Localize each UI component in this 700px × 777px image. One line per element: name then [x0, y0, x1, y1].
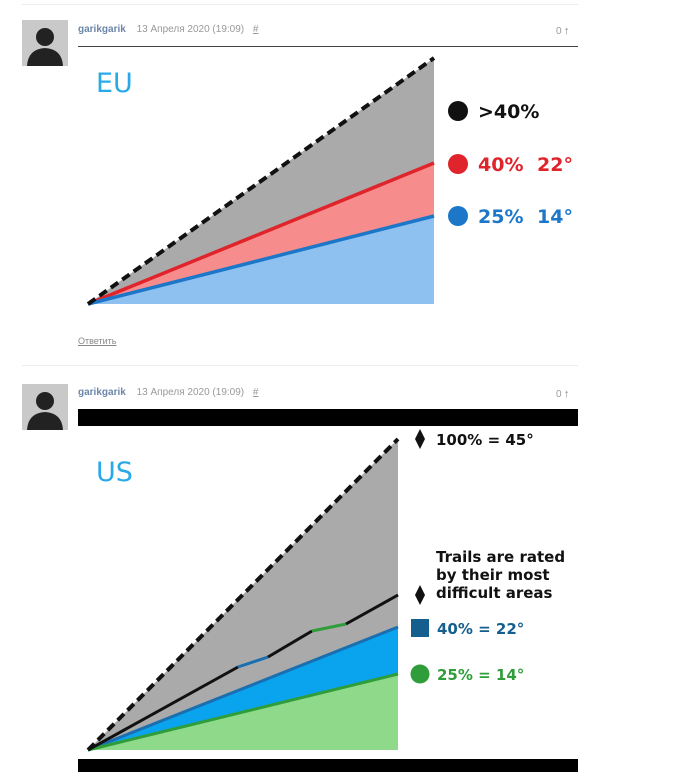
user-silhouette-icon [22, 384, 68, 430]
trail-line-segment [267, 629, 313, 659]
legend-label-blue-angle: 14° [537, 206, 573, 228]
avatar[interactable] [22, 384, 68, 430]
legend-label-blue-percent: 25% [478, 206, 523, 228]
legend-dot-red [448, 154, 468, 174]
legend-label-blue: 40% = 22° [437, 620, 524, 638]
vote-area: 0 🠕 [556, 387, 568, 403]
green-line [87, 672, 399, 752]
top-black-bar [78, 409, 578, 426]
chart-title: EU [96, 68, 133, 99]
legend-label-red-percent: 40% [478, 154, 523, 176]
arrow-up-icon[interactable]: 🠕 [564, 26, 569, 36]
permalink[interactable]: # [252, 387, 259, 398]
diamond-icon [415, 429, 425, 449]
eu-slope-diagram: EU >40% 40% 22° 25% 14° [78, 48, 578, 318]
avatar[interactable] [22, 20, 68, 66]
red-line [87, 161, 435, 306]
comment-image: US 100% = 45° Trails are rated by their … [78, 409, 578, 777]
comment-image: EU >40% 40% 22° 25% 14° [78, 48, 578, 323]
author-link[interactable]: garikgarik [78, 24, 126, 35]
legend-dot-black [448, 101, 468, 121]
comment-date: 13 Апреля 2020 (19:09) [136, 387, 245, 398]
note-line-2: by their most [436, 566, 550, 584]
blue-line [87, 214, 435, 306]
vote-count: 0 [556, 389, 562, 400]
user-silhouette-icon [22, 20, 68, 66]
comment-meta: garikgarik 13 Апреля 2020 (19:09) # [78, 387, 258, 398]
top-divider [22, 4, 578, 5]
legend-square-blue [411, 619, 429, 637]
legend-label-green: 25% = 14° [437, 666, 524, 684]
blue-line [87, 625, 399, 752]
top-label: 100% = 45° [436, 431, 534, 449]
comment-meta: garikgarik 13 Апреля 2020 (19:09) # [78, 24, 258, 35]
author-link[interactable]: garikgarik [78, 387, 126, 398]
note-line-1: Trails are rated [436, 548, 565, 566]
trail-line-segment [87, 665, 239, 752]
note-line-3: difficult areas [436, 584, 553, 602]
diamond-icon [415, 585, 425, 605]
vote-area: 0 🠕 [556, 24, 568, 40]
us-slope-diagram: US 100% = 45° Trails are rated by their … [78, 409, 578, 772]
comment-date: 13 Апреля 2020 (19:09) [136, 24, 245, 35]
vote-count: 0 [556, 26, 562, 37]
reply-link[interactable]: Ответить [78, 336, 117, 346]
comment-rule [78, 46, 578, 47]
trail-line-segment [345, 593, 399, 626]
permalink[interactable]: # [252, 24, 259, 35]
arrow-up-icon[interactable]: 🠕 [564, 389, 569, 399]
bottom-black-bar [78, 759, 578, 772]
legend-dot-blue [448, 206, 468, 226]
trail-line-blue-segment [237, 655, 269, 669]
dashed-line [86, 437, 400, 752]
comment-separator [22, 365, 578, 366]
chart-title: US [96, 457, 133, 488]
legend-dot-green [410, 664, 430, 684]
legend-label-black: >40% [478, 101, 539, 123]
dashed-line [86, 56, 436, 306]
legend-label-red-angle: 22° [537, 154, 573, 176]
trail-line-green-segment [311, 622, 347, 633]
